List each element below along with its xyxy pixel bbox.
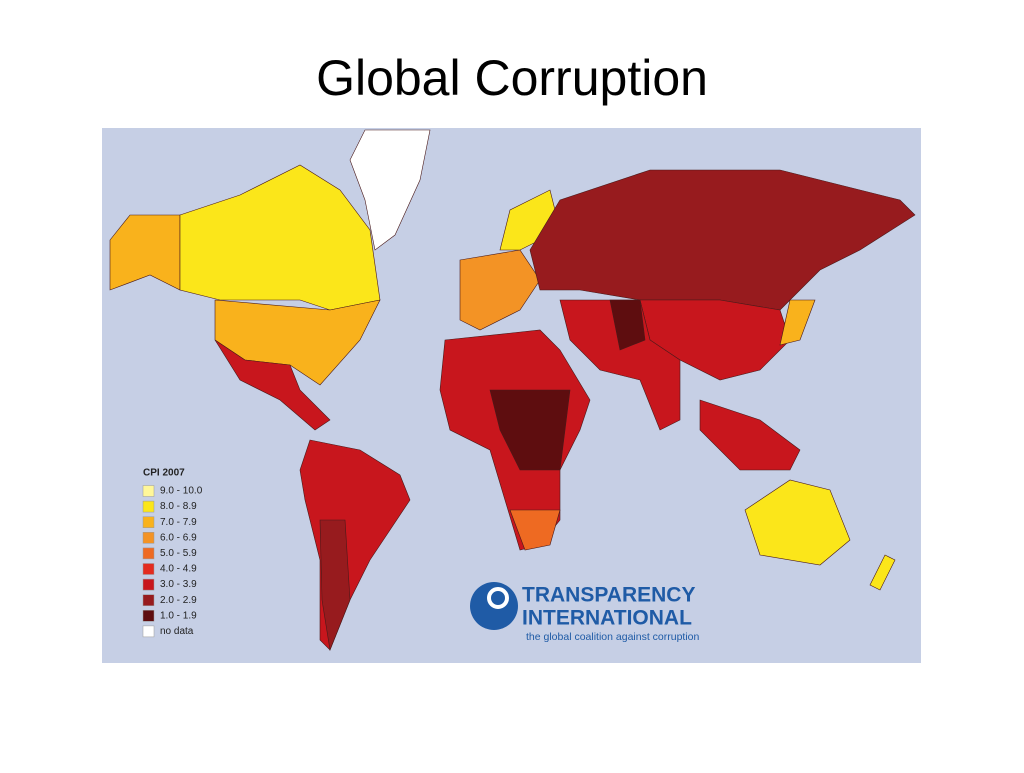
central-america [214,339,331,431]
central-asia [609,299,646,351]
japan [779,299,816,346]
legend-label: 4.0 - 4.9 [160,564,197,575]
southern-africa [509,509,561,551]
central-africa [489,389,571,471]
new-zealand [869,554,896,591]
logo-line-2: INTERNATIONAL [522,607,692,630]
legend-label: 1.0 - 1.9 [160,610,197,621]
andes [319,519,351,652]
legend-swatch [142,610,155,622]
logo-tagline: the global coalition against corruption [526,631,700,643]
south-asia [559,299,681,431]
legend: CPI 2007 9.0 - 10.0 8.0 - 8.9 7.0 - 7.9 6.0… [142,468,203,638]
legend-swatch [142,516,155,528]
legend-swatch [142,578,155,591]
southeast-asia [699,399,801,471]
legend-label: 5.0 - 5.9 [160,548,197,559]
legend-label: 3.0 - 3.9 [160,579,197,590]
slide-title: Global Corruption [316,50,708,106]
russia [529,169,916,311]
legend-swatch [142,532,155,544]
legend-swatch [142,594,155,606]
logo-line-1: TRANSPARENCY [522,584,695,607]
legend-label: 8.0 - 8.9 [160,501,197,512]
legend-swatch [142,563,155,575]
legend-title: CPI 2007 [143,468,185,479]
logo-emblem-mark [487,587,509,609]
legend-swatch [142,485,155,497]
legend-swatch [142,625,155,638]
legend-swatch [142,500,155,513]
legend-label: 7.0 - 7.9 [160,517,197,528]
legend-label: no data [160,626,194,637]
legend-swatch [142,547,155,560]
legend-label: 9.0 - 10.0 [160,486,203,497]
legend-label: 6.0 - 6.9 [160,532,197,543]
greenland [349,129,431,251]
logo: TRANSPARENCY INTERNATIONAL the global co… [470,582,700,643]
australia [744,479,851,566]
map [102,128,921,663]
legend-label: 2.0 - 2.9 [160,595,197,606]
